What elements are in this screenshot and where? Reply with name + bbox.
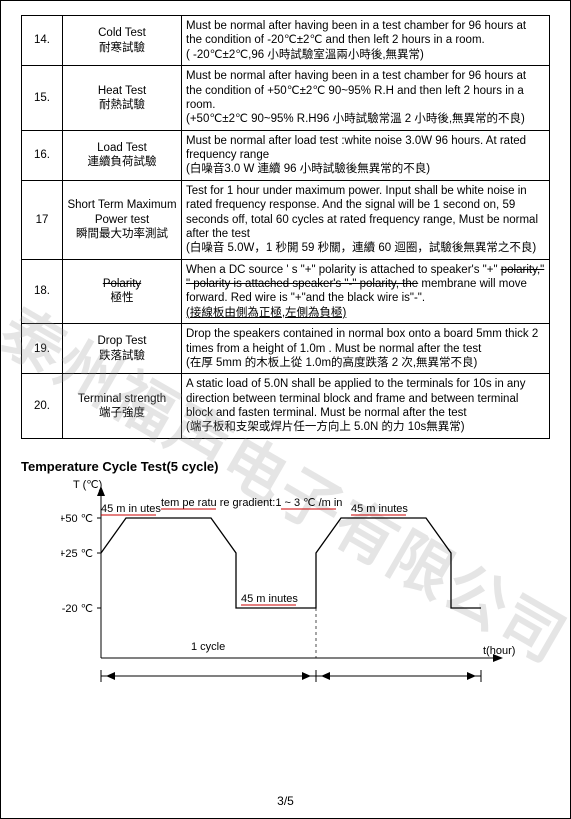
- test-name: Terminal strength 端子強度: [63, 374, 182, 439]
- svg-text:tem pe ratu re gradient:1 ~ 3: tem pe ratu re gradient:1 ~ 3 ℃ /m in: [161, 497, 342, 509]
- svg-text:45 m inutes: 45 m inutes: [241, 593, 298, 605]
- svg-text:T (℃): T (℃): [73, 479, 102, 491]
- row-number: 16.: [22, 130, 63, 180]
- document-page: 泰州福声电子有限公司 14. Cold Test 耐寒試驗 Must be no…: [0, 0, 571, 819]
- svg-text:1 cycle: 1 cycle: [191, 641, 225, 653]
- test-name: Load Test 連續負荷試驗: [63, 130, 182, 180]
- test-name: Heat Test 耐熱試驗: [63, 66, 182, 131]
- page-number: 3/5: [1, 794, 570, 808]
- temperature-cycle-chart: +50 ℃ +25 ℃ -20 ℃ T (℃) t(hour) tem pe ratu r…: [21, 478, 550, 701]
- test-desc: Test for 1 hour under maximum power. Inp…: [182, 180, 550, 259]
- table-row: 17 Short Term Maximum Power test 瞬間最大功率測…: [22, 180, 550, 259]
- table-row: 16. Load Test 連續負荷試驗 Must be normal afte…: [22, 130, 550, 180]
- test-name: Short Term Maximum Power test 瞬間最大功率測試: [63, 180, 182, 259]
- chart-svg: +50 ℃ +25 ℃ -20 ℃ T (℃) t(hour) tem pe ratu r…: [61, 478, 521, 698]
- table-row: 18. Polarity 極性 When a DC source ' s "+"…: [22, 259, 550, 324]
- test-desc: Must be normal after having been in a te…: [182, 66, 550, 131]
- chart-title: Temperature Cycle Test(5 cycle): [21, 459, 550, 474]
- svg-text:+25 ℃: +25 ℃: [61, 548, 93, 560]
- test-desc: Drop the speakers contained in normal bo…: [182, 324, 550, 374]
- table-row: 20. Terminal strength 端子強度 A static load…: [22, 374, 550, 439]
- svg-text:t(hour): t(hour): [483, 645, 515, 657]
- test-name: Drop Test 跌落試驗: [63, 324, 182, 374]
- test-desc: Must be normal after having been in a te…: [182, 16, 550, 66]
- test-desc: When a DC source ' s "+" polarity is att…: [182, 259, 550, 324]
- svg-text:45 m in utes: 45 m in utes: [101, 503, 161, 515]
- test-desc: A static load of 5.0N shall be applied t…: [182, 374, 550, 439]
- svg-text:-20 ℃: -20 ℃: [62, 603, 93, 615]
- table-row: 14. Cold Test 耐寒試驗 Must be normal after …: [22, 16, 550, 66]
- test-desc: Must be normal after load test :white no…: [182, 130, 550, 180]
- row-number: 18.: [22, 259, 63, 324]
- test-name: Cold Test 耐寒試驗: [63, 16, 182, 66]
- row-number: 14.: [22, 16, 63, 66]
- spec-table: 14. Cold Test 耐寒試驗 Must be normal after …: [21, 15, 550, 439]
- row-number: 19.: [22, 324, 63, 374]
- row-number: 17: [22, 180, 63, 259]
- table-row: 15. Heat Test 耐熱試驗 Must be normal after …: [22, 66, 550, 131]
- row-number: 20.: [22, 374, 63, 439]
- row-number: 15.: [22, 66, 63, 131]
- table-row: 19. Drop Test 跌落試驗 Drop the speakers con…: [22, 324, 550, 374]
- test-name: Polarity 極性: [63, 259, 182, 324]
- svg-text:+50 ℃: +50 ℃: [61, 513, 93, 525]
- svg-text:45 m inutes: 45 m inutes: [351, 503, 408, 515]
